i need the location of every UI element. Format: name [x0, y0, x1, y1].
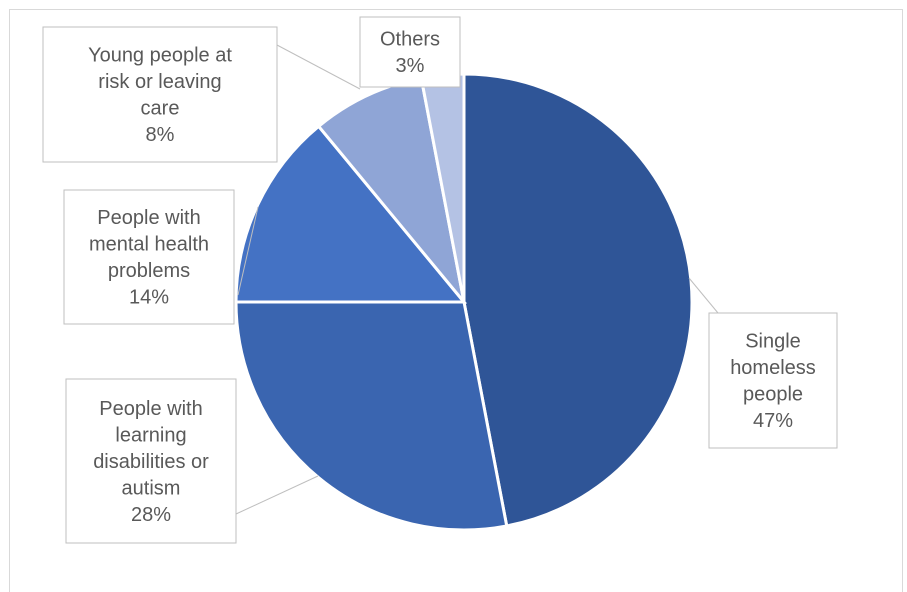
data-label-text: problems [108, 260, 190, 282]
data-label-text: homeless [730, 357, 816, 379]
data-label-box [42, 26, 278, 163]
leader-line-1 [688, 277, 719, 314]
data-label-text: People with [97, 207, 200, 229]
leader-line-2 [235, 475, 319, 515]
data-label-text: Young people at [88, 45, 232, 67]
data-label-box [708, 312, 838, 449]
data-label-callouts: Single homeless people 47% People with learni… [42, 16, 838, 544]
data-label-5: Others 3% [359, 16, 461, 88]
data-label-1: Single homeless people 47% [708, 312, 838, 449]
data-label-text: learning [115, 424, 186, 446]
data-label-2: People with learning disabilities or autism… [65, 378, 237, 544]
leader-lines [235, 44, 719, 515]
data-label-text: disabilities or [93, 451, 209, 473]
data-label-percent: 3% [396, 55, 425, 77]
data-label-text: Single [745, 331, 801, 353]
data-label-3: People with mental health problems 14% [63, 189, 235, 325]
data-label-text: autism [122, 477, 181, 499]
data-label-text: People with [99, 398, 202, 420]
data-label-percent: 28% [131, 504, 171, 526]
data-label-text: mental health [89, 234, 209, 256]
data-label-text: Others [380, 29, 440, 51]
pie-slices [234, 72, 694, 532]
data-label-box [359, 16, 461, 88]
data-label-percent: 14% [129, 287, 169, 309]
chart-frame [9, 9, 903, 592]
data-label-text: risk or leaving [98, 71, 221, 93]
pie-slice-2 [234, 300, 509, 532]
data-label-percent: 47% [753, 410, 793, 432]
pie-slice-1 [462, 72, 694, 528]
pie-slice-3 [234, 124, 468, 304]
leader-line-3 [237, 206, 259, 296]
data-label-box [65, 378, 237, 544]
data-label-text: people [743, 384, 803, 406]
leader-line-4 [276, 44, 361, 90]
data-label-4: Young people at risk or leaving care 8% [42, 26, 278, 163]
data-label-box [63, 189, 235, 325]
data-label-percent: 8% [146, 124, 175, 146]
data-label-text: care [141, 98, 180, 120]
